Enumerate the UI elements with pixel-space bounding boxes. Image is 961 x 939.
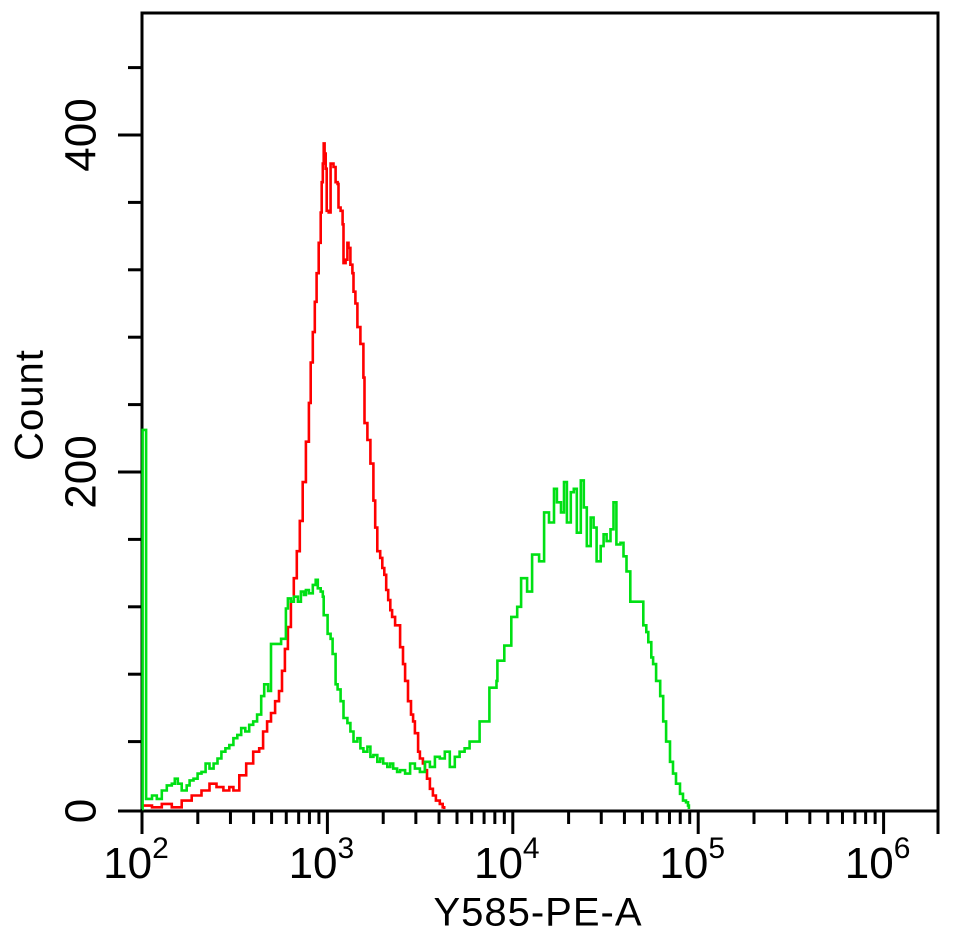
series-green-curve [141, 428, 691, 811]
x-axis-title: Y585-PE-A [433, 890, 643, 935]
y-axis-title: Count [7, 349, 52, 461]
x-axis-tick-label: 103 [289, 832, 355, 888]
y-axis-tick-label: 200 [57, 435, 106, 508]
x-axis-tick-label: 106 [845, 832, 911, 888]
x-axis-tick-label: 102 [103, 832, 169, 888]
x-axis-tick-label: 104 [474, 832, 540, 888]
x-axis-tick-label: 105 [659, 832, 725, 888]
y-axis-tick-label: 400 [57, 98, 106, 171]
plot-border [140, 11, 940, 813]
y-axis-tick-label: 0 [57, 799, 106, 823]
series-red-curve [142, 142, 446, 809]
